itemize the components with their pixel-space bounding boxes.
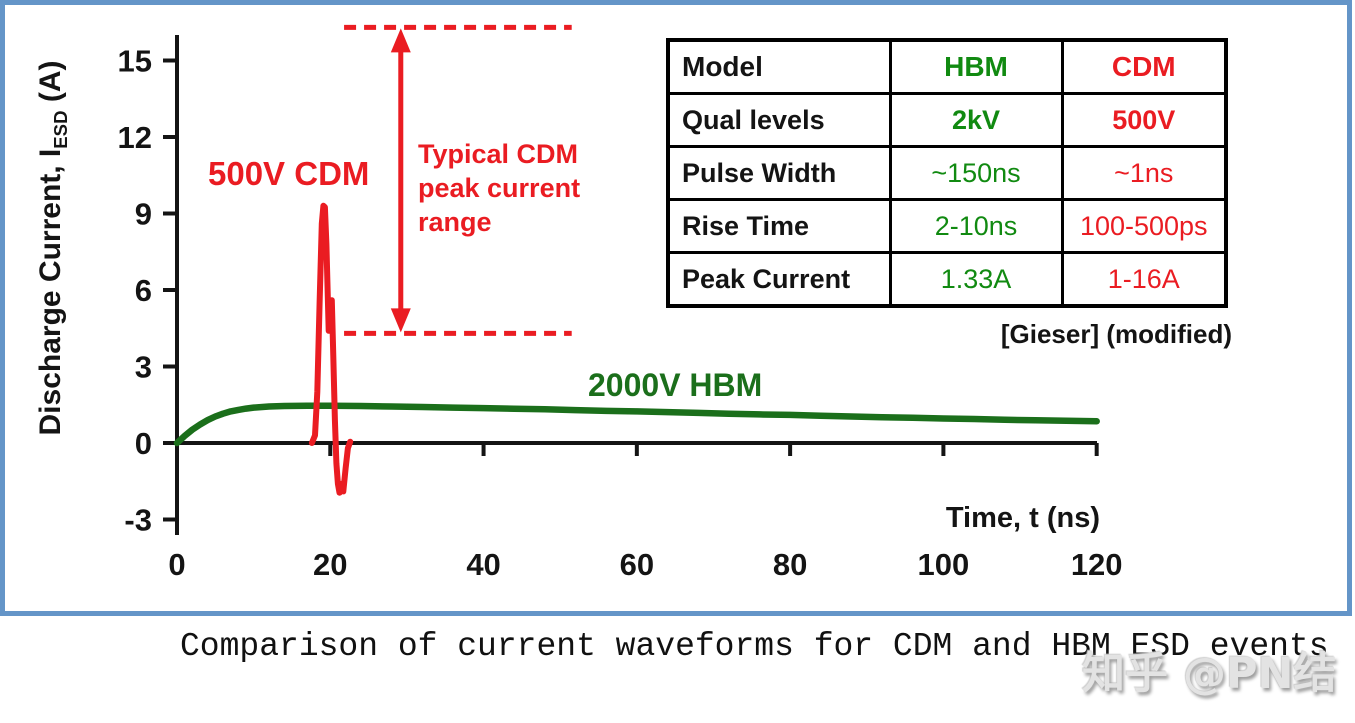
- cdm-curve-label: 500V CDM: [208, 155, 370, 192]
- table-header-row: Model HBM CDM: [666, 38, 1228, 95]
- table-row: Peak Current 1.33A 1-16A: [666, 251, 1228, 308]
- table-header-model: Model: [666, 38, 892, 95]
- table-row: Rise Time 2-10ns 100-500ps: [666, 198, 1228, 254]
- y-axis-title-subscript: ESD: [50, 110, 71, 149]
- figure-caption: Comparison of current waveforms for CDM …: [180, 628, 1329, 665]
- y-axis-title-prefix: Discharge Current, I: [34, 148, 67, 436]
- esd-model-table-container: Model HBM CDM Qual levels 2kV 500V Pulse Width…: [666, 38, 1228, 308]
- table-cell-label: Rise Time: [666, 198, 892, 254]
- table-cell-label: Peak Current: [666, 251, 892, 308]
- table-cell-hbm-value: 2kV: [888, 92, 1064, 148]
- table-header-hbm: HBM: [888, 38, 1064, 95]
- cdm-waveform-curve: [308, 202, 354, 496]
- y-axis-tick-label: -3: [124, 503, 152, 538]
- y-axis-title: Discharge Current, IESD (A): [34, 38, 74, 458]
- table-row: Pulse Width ~150ns ~1ns: [666, 145, 1228, 201]
- hbm-curve-label: 2000V HBM: [588, 367, 763, 403]
- table-cell-label: Pulse Width: [666, 145, 892, 201]
- x-axis-tick-label: 60: [620, 547, 654, 582]
- y-axis-tick-label: 0: [135, 426, 152, 461]
- waveform-plot: 0 20 40 60 80 100 120 -3 0 3 6 9 12 15: [118, 24, 1123, 582]
- table-source-credit: [Gieser] (modified): [1000, 319, 1232, 349]
- x-axis-tick-label: 80: [773, 547, 807, 582]
- figure-frame: [0, 0, 1352, 616]
- x-axis-tick-label: 40: [466, 547, 500, 582]
- table-cell-hbm-value: ~150ns: [888, 145, 1064, 201]
- table-cell-cdm-value: ~1ns: [1060, 145, 1228, 201]
- x-axis-tick-label: 100: [918, 547, 970, 582]
- table-cell-cdm-value: 1-16A: [1060, 251, 1228, 308]
- range-arrowhead-down: [390, 308, 411, 333]
- cdm-peak-range-annotation: Typical CDM peak current range: [418, 139, 581, 237]
- y-axis-title-suffix: (A): [34, 60, 67, 111]
- x-axis-tick-label: 120: [1071, 547, 1123, 582]
- y-axis-tick-label: 3: [135, 350, 152, 385]
- table-cell-cdm-value: 500V: [1060, 92, 1228, 148]
- x-axis-tick-label: 20: [313, 547, 347, 582]
- y-axis-tick-label: 9: [135, 197, 152, 232]
- y-axis-tick-label: 15: [118, 44, 152, 79]
- table-header-cdm: CDM: [1060, 38, 1228, 95]
- y-axis-tick-label: 6: [135, 273, 152, 308]
- x-axis-tick-label: 0: [168, 547, 185, 582]
- range-arrowhead-up: [390, 28, 411, 53]
- y-axis-tick-label: 12: [118, 120, 152, 155]
- watermark-text: 知乎 @PN结: [1082, 649, 1337, 699]
- table-cell-hbm-value: 1.33A: [888, 251, 1064, 308]
- table-cell-label: Qual levels: [666, 92, 892, 148]
- table-cell-hbm-value: 2-10ns: [888, 198, 1064, 254]
- x-axis-title: Time, t (ns): [945, 502, 1100, 534]
- esd-model-table: Model HBM CDM Qual levels 2kV 500V Pulse Width…: [666, 38, 1228, 308]
- hbm-waveform-curve: [173, 402, 1100, 447]
- table-row: Qual levels 2kV 500V: [666, 92, 1228, 148]
- table-cell-cdm-value: 100-500ps: [1060, 198, 1228, 254]
